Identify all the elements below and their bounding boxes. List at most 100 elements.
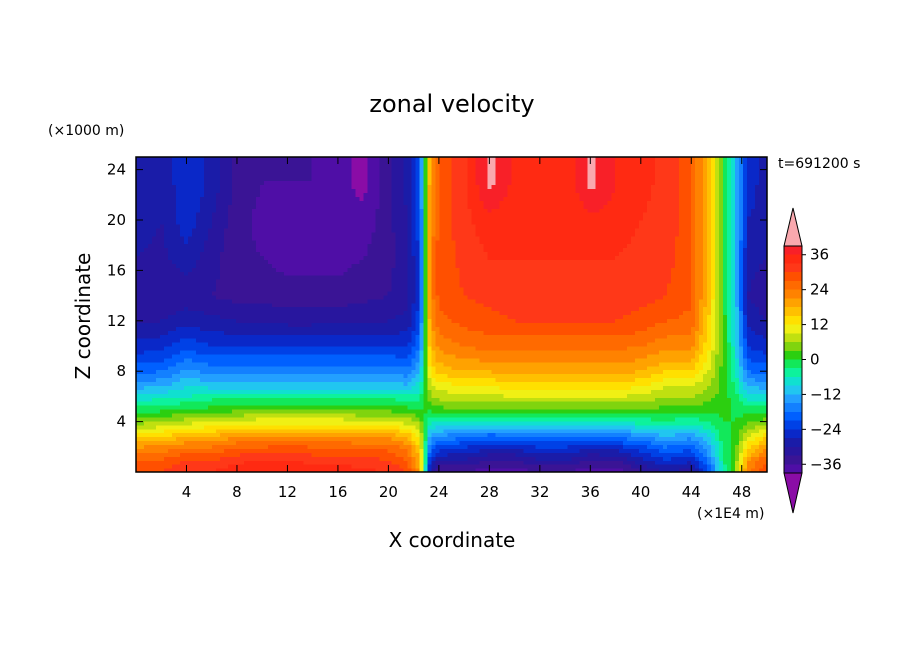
field-cell — [411, 365, 417, 371]
field-cell — [427, 444, 433, 449]
field-cell — [579, 444, 584, 449]
field-cell — [643, 409, 648, 414]
field-cell — [235, 428, 241, 434]
field-cell — [587, 412, 592, 418]
field-cell — [455, 436, 461, 442]
field-cell — [747, 464, 752, 469]
field-cell — [723, 444, 728, 449]
field-cell — [707, 389, 712, 394]
field-cell — [175, 440, 181, 446]
field-cell — [519, 409, 524, 414]
field-cell — [139, 452, 145, 457]
field-cell — [647, 464, 652, 469]
field-cell — [531, 456, 536, 461]
field-cell — [655, 428, 660, 434]
field-cell — [567, 444, 572, 449]
field-cell — [271, 448, 277, 453]
field-cell — [219, 460, 225, 465]
field-cell — [199, 456, 205, 461]
field-cell — [487, 373, 493, 379]
field-cell — [631, 444, 636, 449]
field-cell — [219, 468, 225, 473]
field-cell — [139, 448, 145, 453]
field-cell — [271, 393, 277, 398]
field-cell — [175, 448, 181, 453]
field-cell — [635, 412, 640, 418]
field-cell — [335, 412, 341, 418]
field-cell — [723, 357, 728, 363]
field-cell — [675, 357, 680, 363]
field-cell — [711, 448, 716, 453]
field-cell — [259, 420, 265, 426]
field-cell — [403, 401, 409, 406]
field-cell — [503, 452, 509, 457]
field-cell — [295, 440, 301, 446]
field-cell — [467, 385, 473, 390]
field-cell — [527, 401, 532, 406]
field-cell — [603, 405, 608, 410]
field-cell — [555, 393, 560, 398]
field-cell — [639, 440, 644, 446]
field-cell — [631, 456, 636, 461]
field-cell — [279, 365, 285, 371]
field-cell — [519, 456, 524, 461]
field-cell — [519, 416, 524, 422]
field-cell — [255, 456, 261, 461]
field-cell — [363, 440, 369, 446]
field-cell — [559, 464, 564, 469]
field-cell — [359, 405, 365, 410]
field-cell — [483, 393, 489, 398]
field-cell — [255, 353, 261, 359]
field-cell — [511, 349, 516, 355]
field-cell — [531, 385, 536, 390]
field-cell — [347, 385, 353, 390]
field-cell — [447, 353, 453, 359]
field-cell — [275, 432, 281, 438]
field-cell — [399, 389, 405, 394]
field-cell — [555, 381, 560, 386]
field-cell — [163, 369, 169, 375]
field-cell — [287, 369, 293, 375]
field-cell — [323, 349, 329, 355]
field-cell — [595, 432, 600, 438]
field-cell — [307, 420, 313, 426]
field-cell — [495, 436, 501, 442]
field-cell — [647, 412, 652, 418]
field-cell — [663, 424, 668, 430]
field-cell — [211, 381, 217, 386]
field-cell — [443, 389, 449, 394]
field-cell — [679, 468, 684, 473]
field-cell — [599, 365, 604, 371]
field-cell — [575, 365, 580, 371]
field-cell — [255, 397, 261, 402]
field-cell — [735, 361, 740, 367]
field-cell — [267, 416, 273, 422]
field-cell — [371, 346, 377, 351]
field-cell — [279, 409, 285, 414]
field-cell — [571, 456, 576, 461]
field-cell — [223, 346, 229, 351]
field-cell — [175, 401, 181, 406]
field-cell — [663, 440, 668, 446]
field-cell — [651, 377, 656, 383]
field-cell — [219, 420, 225, 426]
field-cell — [375, 448, 381, 453]
field-cell — [671, 365, 676, 371]
field-cell — [159, 432, 165, 438]
field-cell — [715, 416, 720, 422]
field-cell — [451, 361, 457, 367]
field-cell — [451, 346, 457, 351]
field-cell — [307, 468, 313, 473]
field-cell — [499, 377, 505, 383]
field-cell — [179, 432, 185, 438]
field-cell — [715, 428, 720, 434]
field-cell — [531, 444, 536, 449]
field-cell — [415, 381, 421, 386]
field-cell — [583, 385, 588, 390]
field-cell — [191, 357, 197, 363]
field-cell — [483, 357, 489, 363]
field-cell — [591, 432, 596, 438]
field-cell — [239, 381, 245, 386]
field-cell — [203, 409, 209, 414]
field-cell — [351, 381, 357, 386]
